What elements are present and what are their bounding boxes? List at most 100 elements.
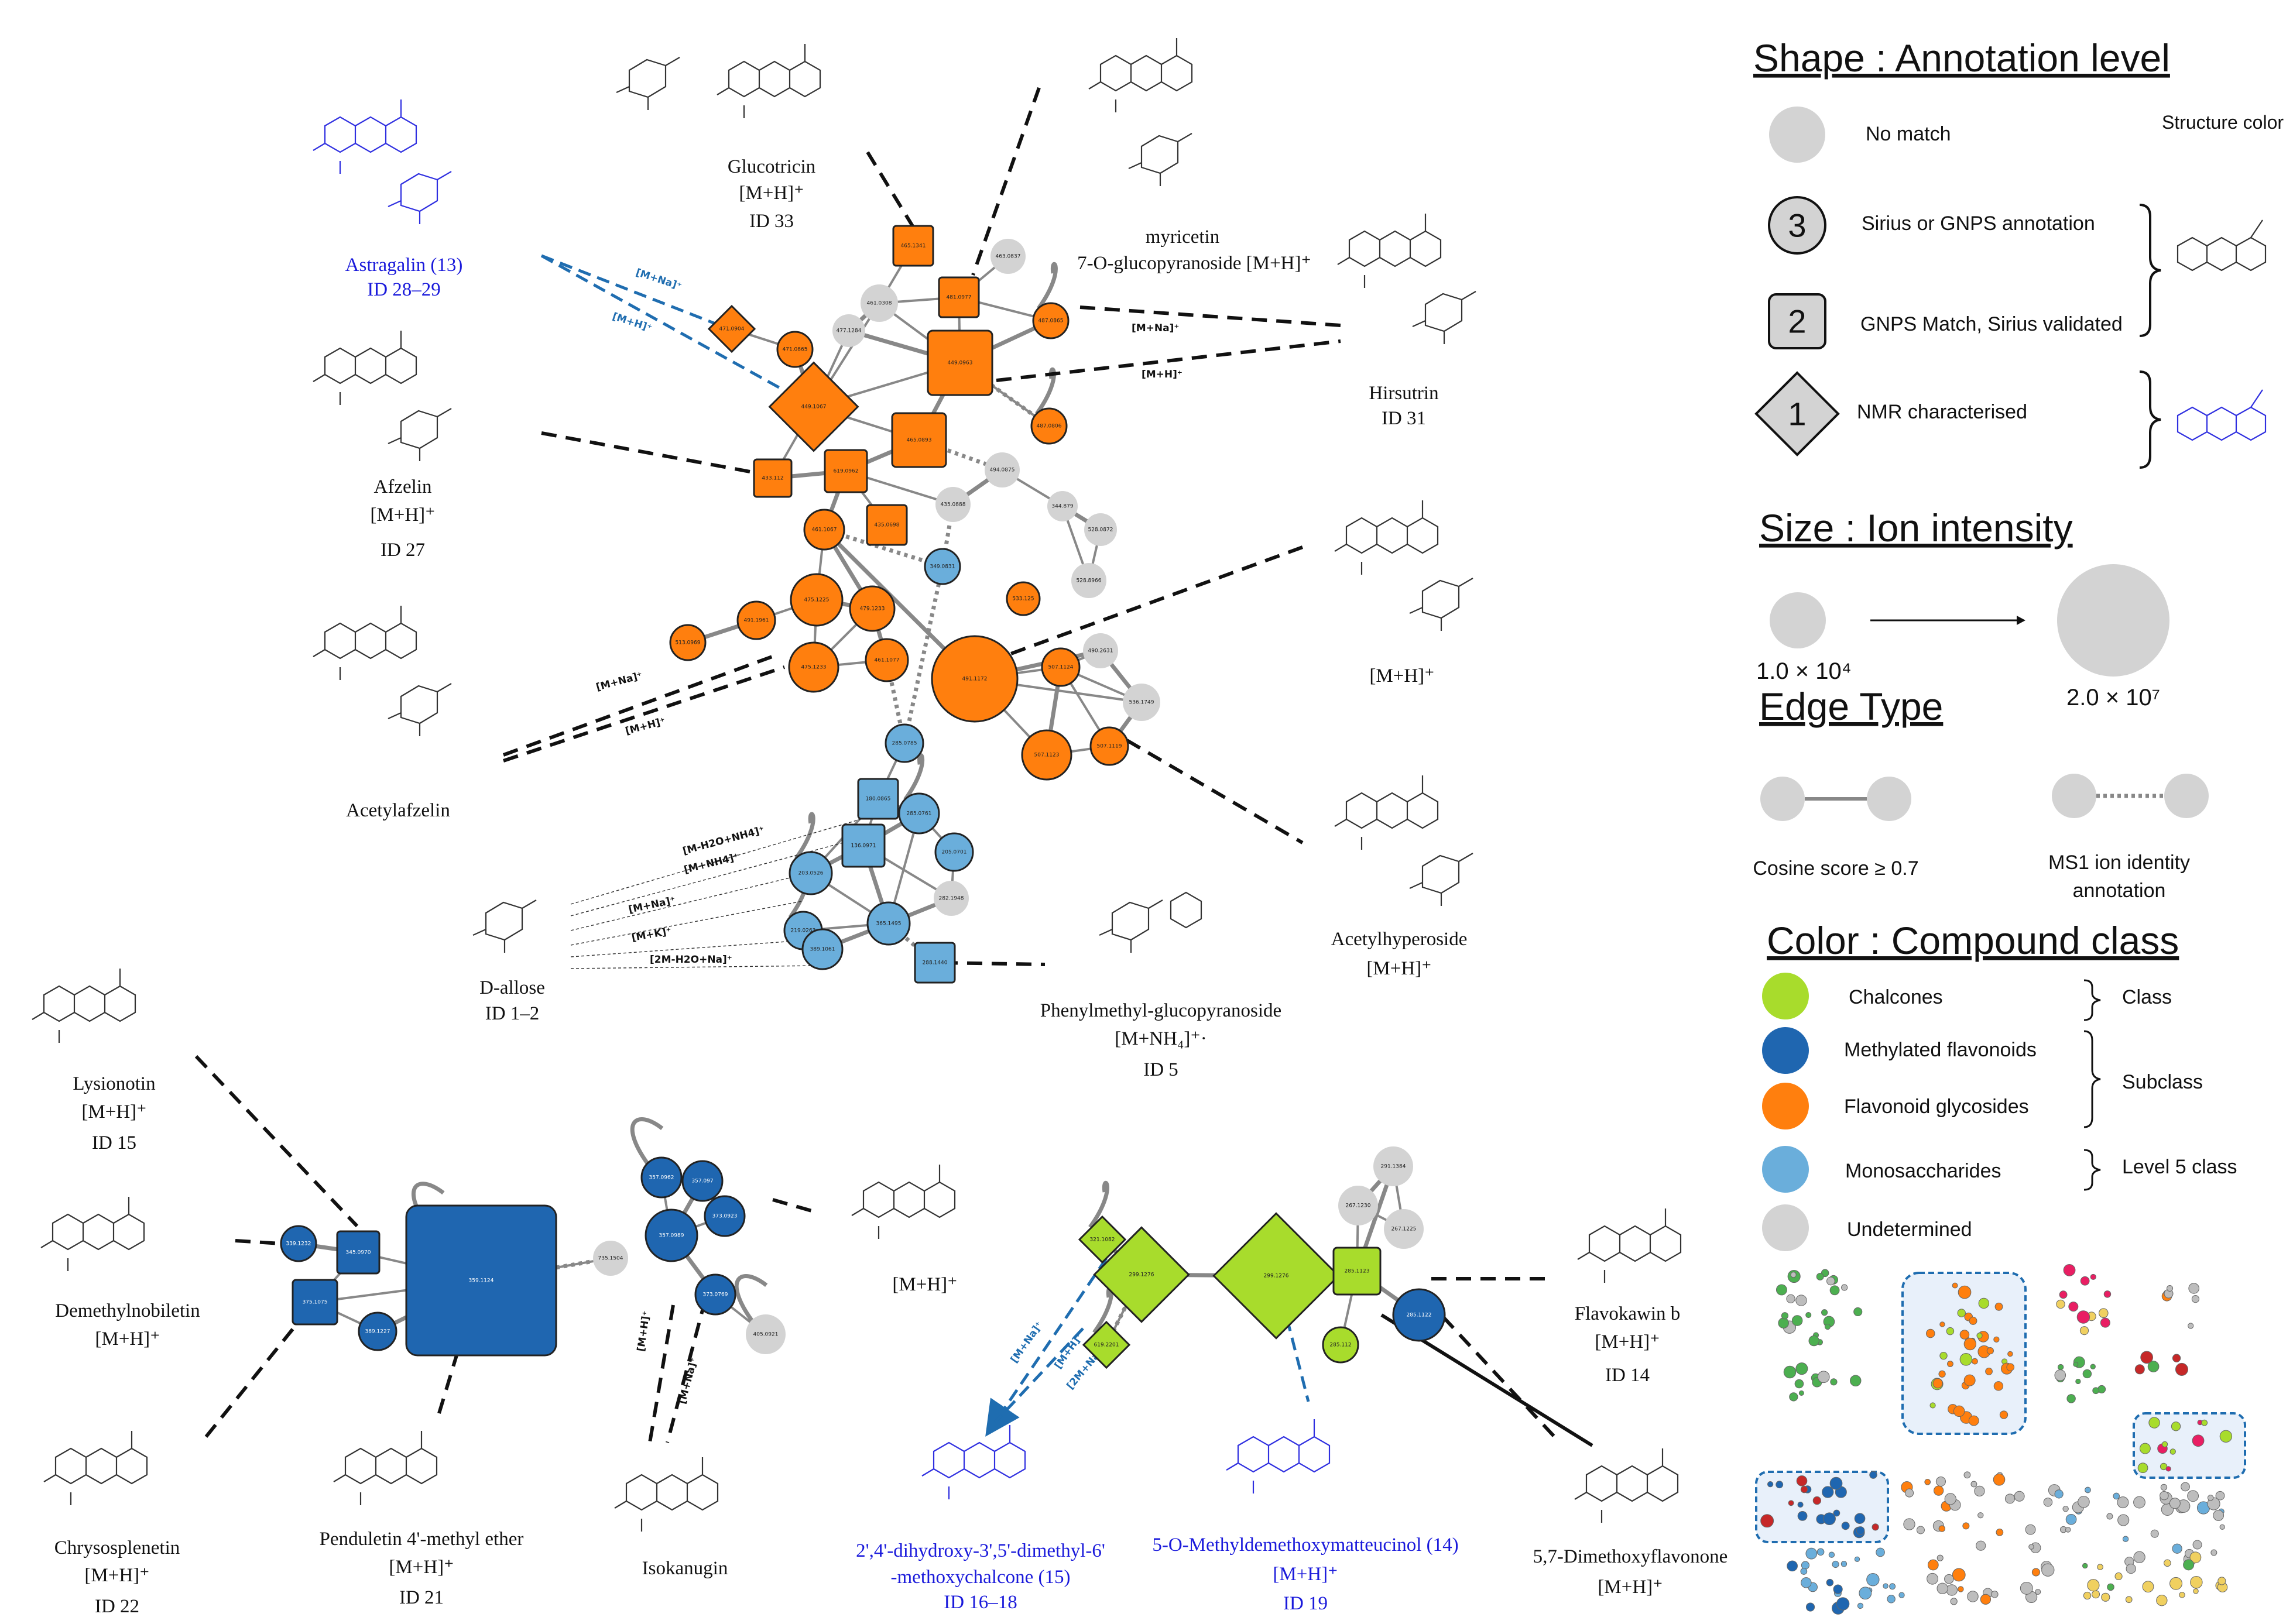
overview-node <box>1795 1362 1808 1375</box>
network-node[interactable]: 203.0526 <box>789 851 833 895</box>
network-node[interactable]: 479.1233 <box>849 585 896 632</box>
network-node[interactable]: 285.1122 <box>1392 1288 1446 1342</box>
overview-node <box>2054 1369 2066 1381</box>
penduletin-name: Penduletin 4'-methyl ether <box>320 1529 524 1550</box>
glucotricin-name: Glucotricin <box>728 156 815 177</box>
network-node[interactable]: 507.1124 <box>1041 647 1081 687</box>
network-node[interactable]: 267.1225 <box>1384 1209 1424 1249</box>
network-node[interactable]: 463.0837 <box>990 239 1026 274</box>
network-node[interactable]: 365.1495 <box>866 901 911 946</box>
overview-node <box>2210 1549 2217 1556</box>
network-node[interactable]: 339.1232 <box>280 1225 317 1262</box>
network-node[interactable]: 735.1504 <box>593 1241 628 1276</box>
network-node[interactable]: 619.2201 <box>1082 1320 1131 1369</box>
network-node[interactable]: 375.1075 <box>292 1279 338 1326</box>
overview-node <box>1824 1323 1831 1330</box>
network-node[interactable]: 449.0963 <box>927 329 993 396</box>
lysionotin-name: Lysionotin <box>73 1073 155 1094</box>
network-node[interactable]: 136.0971 <box>841 823 886 868</box>
network-node[interactable]: 288.1440 <box>914 942 956 984</box>
network-node[interactable]: 373.0923 <box>704 1195 746 1237</box>
network-node[interactable]: 373.0769 <box>694 1273 736 1316</box>
network-node[interactable]: 291.1384 <box>1373 1146 1413 1186</box>
network-node[interactable]: 477.1284 <box>832 314 865 347</box>
overview-node <box>1898 1592 1905 1598</box>
chalcone-15-name2: -methoxychalcone (15) <box>891 1567 1071 1588</box>
overview-node <box>1833 1509 1840 1517</box>
network-node[interactable]: 475.1233 <box>788 641 839 693</box>
network-node[interactable]: 345.0970 <box>336 1230 381 1275</box>
overview-node <box>1958 1586 1964 1592</box>
overview-node <box>1938 1525 1945 1532</box>
network-node[interactable]: 507.1119 <box>1089 726 1129 766</box>
network-node[interactable]: 461.1067 <box>803 509 845 551</box>
network-node[interactable]: 528.8966 <box>1071 563 1106 598</box>
network-node[interactable]: 299.1276 <box>1093 1226 1190 1323</box>
network-node[interactable]: 507.1123 <box>1021 729 1072 781</box>
network-node[interactable]: 494.0875 <box>985 452 1020 487</box>
network-node[interactable]: 465.0893 <box>891 412 947 468</box>
network-node[interactable]: 357.097 <box>681 1160 724 1202</box>
network-node[interactable]: 285.0785 <box>885 723 924 763</box>
network-node[interactable]: 465.1341 <box>892 225 934 267</box>
network-node[interactable]: 475.1225 <box>790 573 844 627</box>
overview-node <box>1776 1284 1787 1296</box>
network-node[interactable]: 491.1172 <box>931 635 1019 723</box>
node-shape <box>736 600 776 640</box>
network-node[interactable]: 490.2631 <box>1083 633 1118 668</box>
network-node[interactable]: 285.1123 <box>1332 1247 1382 1296</box>
network-node[interactable]: 449.1067 <box>768 361 859 452</box>
overview-node <box>1776 1481 1784 1489</box>
network-node[interactable]: 435.0698 <box>866 504 908 546</box>
network-node[interactable]: 481.0977 <box>938 276 980 318</box>
network-node[interactable]: 471.0865 <box>776 331 814 368</box>
overview-node <box>1800 1485 1808 1493</box>
node-label: 494.0875 <box>990 468 1015 473</box>
network-node[interactable]: 405.0921 <box>746 1314 786 1354</box>
overview-node <box>2006 1363 2015 1372</box>
network-node[interactable]: 285.0761 <box>898 792 940 835</box>
overview-node <box>1972 1358 1978 1365</box>
network-node[interactable]: 357.0989 <box>645 1208 698 1262</box>
node-label: 285.1123 <box>1345 1269 1370 1275</box>
network-node[interactable]: 282.1948 <box>934 881 969 916</box>
node-label: 449.1067 <box>801 404 827 410</box>
network-node[interactable]: 321.1082 <box>1078 1215 1127 1264</box>
network-node[interactable]: 533.125 <box>1006 581 1041 616</box>
network-node[interactable]: 359.1124 <box>405 1204 557 1357</box>
overview-node <box>1816 1272 1824 1280</box>
network-node[interactable]: 487.0806 <box>1030 407 1068 445</box>
network-node[interactable]: 435.0888 <box>935 487 971 522</box>
overview-node <box>2160 1462 2168 1471</box>
overview-node <box>1952 1568 1966 1582</box>
node-shape <box>1332 1247 1382 1296</box>
network-node[interactable]: 180.0865 <box>857 778 899 820</box>
network-node[interactable]: 299.1276 <box>1212 1212 1340 1340</box>
network-node[interactable]: 344.879 <box>1047 491 1078 521</box>
glucotricin-id: ID 33 <box>749 211 794 232</box>
network-node[interactable]: 528.0872 <box>1084 513 1117 546</box>
network-node[interactable]: 471.0904 <box>707 304 756 353</box>
network-node[interactable]: 461.1077 <box>865 638 909 682</box>
network-node[interactable]: 349.0831 <box>924 548 961 585</box>
network-node[interactable]: 285.112 <box>1322 1326 1359 1364</box>
network-node[interactable]: 513.0969 <box>669 624 707 661</box>
network-node[interactable]: 267.1230 <box>1338 1186 1378 1225</box>
network-node[interactable]: 491.1961 <box>736 600 776 640</box>
network-node[interactable]: 619.0962 <box>824 449 868 493</box>
overview-node <box>2172 1543 2182 1554</box>
network-node[interactable]: 461.0308 <box>861 284 898 322</box>
overview-node <box>2193 1588 2199 1594</box>
node-label: 321.1082 <box>1090 1237 1115 1243</box>
network-node[interactable]: 389.1061 <box>801 928 844 970</box>
network-node[interactable]: 487.0865 <box>1032 302 1070 339</box>
node-shape <box>885 723 924 763</box>
network-node[interactable]: 389.1227 <box>358 1311 397 1351</box>
network-node[interactable]: 536.1749 <box>1123 684 1160 721</box>
network-node[interactable]: 433.112 <box>753 458 793 498</box>
overview-node <box>2028 1544 2034 1550</box>
node-shape <box>707 304 756 353</box>
network-node[interactable]: 357.0962 <box>640 1156 683 1199</box>
overview-node <box>1805 1602 1815 1612</box>
network-node[interactable]: 205.0701 <box>934 832 974 872</box>
